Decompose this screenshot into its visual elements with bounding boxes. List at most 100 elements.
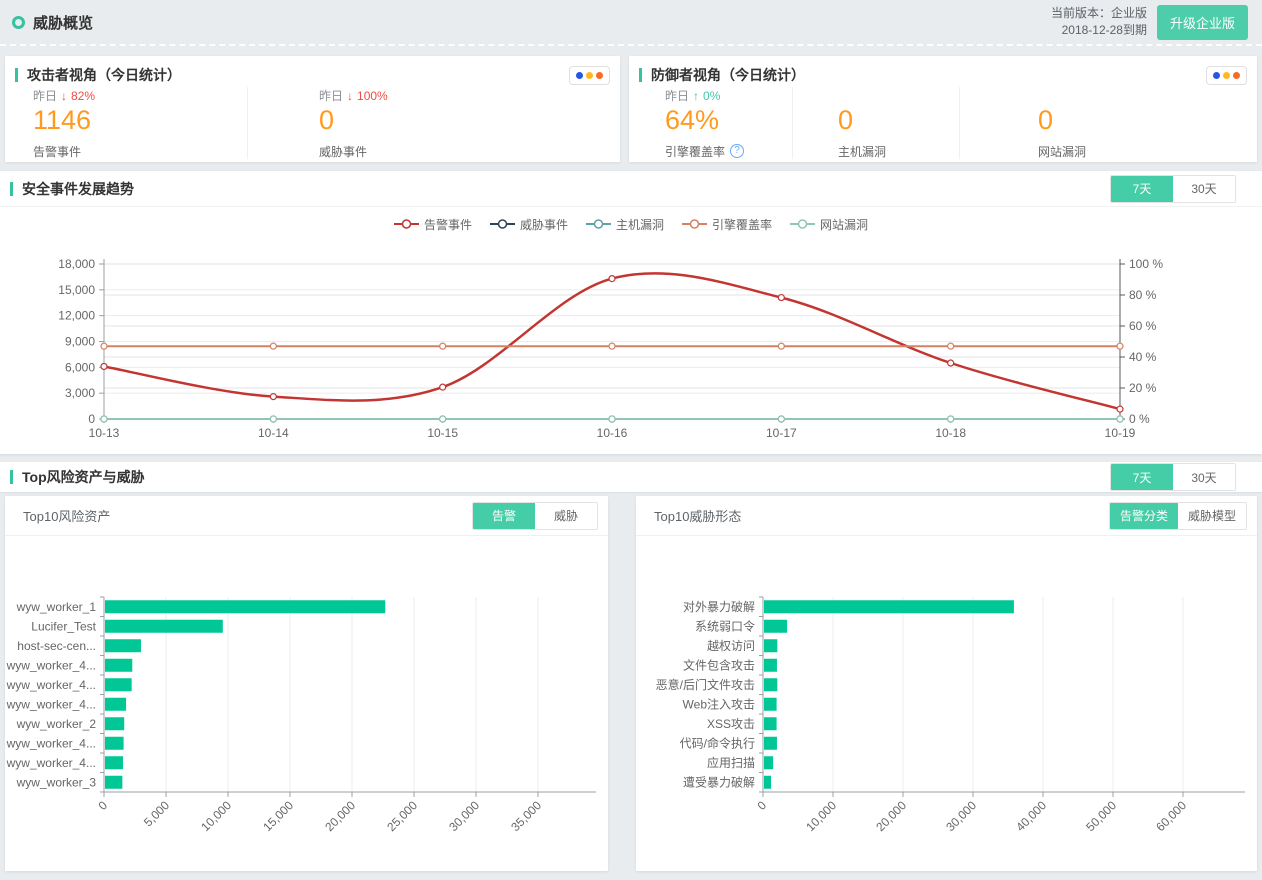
svg-text:6,000: 6,000 [65, 360, 95, 374]
trend-range-7d-button[interactable]: 7天 [1111, 176, 1173, 202]
card-options-button[interactable] [569, 66, 610, 85]
legend-item[interactable]: 威胁事件 [490, 216, 568, 233]
svg-text:文件包含攻击: 文件包含攻击 [683, 657, 755, 672]
svg-text:host-sec-cen...: host-sec-cen... [17, 639, 96, 653]
top-range-7d-button[interactable]: 7天 [1111, 464, 1173, 490]
svg-text:80 %: 80 % [1129, 288, 1157, 302]
svg-text:10-18: 10-18 [935, 426, 966, 440]
svg-text:18,000: 18,000 [58, 257, 95, 271]
top-panels-row: Top10风险资产 告警 威胁 05,00010,00015,00020,000… [5, 496, 1257, 871]
svg-text:wyw_worker_4...: wyw_worker_4... [6, 697, 96, 711]
defender-card-title: 防御者视角（今日统计） [651, 65, 805, 85]
assets-panel-toggle: 告警 威胁 [472, 502, 598, 530]
top-header: 威胁概览 当前版本：企业版 2018-12-28到期 升级企业版 [0, 0, 1262, 46]
svg-text:12,000: 12,000 [58, 309, 95, 323]
attacker-view-card: 攻击者视角（今日统计） 昨日 ↓ 82% 1146 告警事件 昨日 ↓ [5, 56, 620, 162]
stat-value: 0 [838, 106, 959, 136]
svg-text:0: 0 [754, 798, 769, 813]
legend-marker-icon [394, 219, 419, 229]
assets-alert-tab[interactable]: 告警 [473, 503, 535, 529]
stat-alert-events: 昨日 ↓ 82% 1146 告警事件 [5, 87, 247, 159]
legend-item[interactable]: 网站漏洞 [790, 216, 868, 233]
svg-text:10,000: 10,000 [803, 798, 839, 834]
stat-host-vulns: 0 主机漏洞 [792, 87, 959, 159]
compare-percent: 0% [703, 89, 720, 103]
svg-text:wyw_worker_4...: wyw_worker_4... [6, 736, 96, 750]
threats-panel-toggle: 告警分类 威胁模型 [1109, 502, 1247, 530]
top-risk-section-header: Top风险资产与威胁 7天 30天 [0, 462, 1262, 492]
svg-text:30,000: 30,000 [446, 798, 482, 834]
stat-site-vulns: 0 网站漏洞 [959, 87, 1257, 159]
svg-text:Lucifer_Test: Lucifer_Test [31, 619, 96, 633]
legend-label: 威胁事件 [520, 216, 568, 233]
trend-section-title: 安全事件发展趋势 [22, 179, 134, 199]
svg-text:10-17: 10-17 [766, 426, 797, 440]
legend-marker-icon [790, 219, 815, 229]
svg-text:越权访问: 越权访问 [707, 639, 755, 653]
legend-marker-icon [682, 219, 707, 229]
legend-item[interactable]: 告警事件 [394, 216, 472, 233]
legend-marker-icon [586, 219, 611, 229]
svg-text:35,000: 35,000 [508, 798, 544, 834]
help-icon[interactable]: ? [730, 144, 744, 158]
svg-text:遭受暴力破解: 遭受暴力破解 [683, 774, 755, 789]
svg-text:wyw_worker_4...: wyw_worker_4... [6, 756, 96, 770]
arrow-down-icon: ↓ [347, 89, 353, 103]
svg-text:30,000: 30,000 [943, 798, 979, 834]
legend-item[interactable]: 主机漏洞 [586, 216, 664, 233]
trend-range-toggle: 7天 30天 [1110, 175, 1236, 203]
svg-text:Web注入攻击: Web注入攻击 [683, 696, 755, 711]
legend-item[interactable]: 引擎覆盖率 [682, 216, 772, 233]
card-options-button[interactable] [1206, 66, 1247, 85]
version-expiry: 2018-12-28到期 [1051, 22, 1147, 39]
svg-text:20,000: 20,000 [873, 798, 909, 834]
top-range-30d-button[interactable]: 30天 [1173, 464, 1235, 490]
stat-threat-events: 昨日 ↓ 100% 0 威胁事件 [247, 87, 620, 159]
svg-text:10-15: 10-15 [427, 426, 458, 440]
stat-value: 0 [319, 106, 620, 136]
svg-text:60,000: 60,000 [1153, 798, 1189, 834]
stat-engine-coverage: 昨日 ↑ 0% 64% 引擎覆盖率 ? [629, 87, 792, 159]
overview-ring-icon [12, 16, 25, 29]
stat-label: 网站漏洞 [1038, 143, 1257, 160]
svg-text:10-16: 10-16 [597, 426, 628, 440]
top-risk-section-title: Top风险资产与威胁 [22, 467, 145, 487]
svg-text:25,000: 25,000 [384, 798, 420, 834]
dot-yellow-icon [1223, 72, 1230, 79]
svg-text:10-14: 10-14 [258, 426, 289, 440]
svg-text:应用扫描: 应用扫描 [707, 755, 755, 770]
threats-panel-title: Top10威胁形态 [654, 506, 741, 525]
upgrade-button[interactable]: 升级企业版 [1157, 5, 1248, 40]
stat-value: 1146 [33, 106, 247, 136]
trend-line-chart: 03,0006,0009,00012,00015,00018,0000 %20 … [0, 241, 1262, 446]
svg-text:20,000: 20,000 [322, 798, 358, 834]
top10-threats-bar-chart: 010,00020,00030,00040,00050,00060,000对外暴… [636, 536, 1257, 866]
top-range-toggle: 7天 30天 [1110, 463, 1236, 491]
dot-blue-icon [576, 72, 583, 79]
page-title: 威胁概览 [33, 12, 93, 33]
dot-yellow-icon [586, 72, 593, 79]
svg-text:20 %: 20 % [1129, 381, 1157, 395]
version-info: 当前版本：企业版 2018-12-28到期 [1051, 5, 1147, 40]
compare-label: 昨日 [319, 87, 343, 104]
threats-alert-class-tab[interactable]: 告警分类 [1110, 503, 1178, 529]
legend-label: 引擎覆盖率 [712, 216, 772, 233]
threats-model-tab[interactable]: 威胁模型 [1178, 503, 1246, 529]
svg-text:10-19: 10-19 [1105, 426, 1136, 440]
svg-text:15,000: 15,000 [58, 283, 95, 297]
compare-label: 昨日 [33, 87, 57, 104]
trend-chart-legend: 告警事件 威胁事件 主机漏洞 引擎覆盖率 网站漏洞 [0, 207, 1262, 241]
arrow-down-icon: ↓ [61, 89, 67, 103]
svg-text:60 %: 60 % [1129, 319, 1157, 333]
svg-text:wyw_worker_1: wyw_worker_1 [16, 600, 97, 614]
version-label: 当前版本：企业版 [1051, 5, 1147, 22]
stat-value: 0 [1038, 106, 1257, 136]
svg-text:5,000: 5,000 [141, 798, 172, 829]
svg-text:XSS攻击: XSS攻击 [707, 717, 755, 731]
accent-bar [639, 68, 642, 82]
legend-label: 告警事件 [424, 216, 472, 233]
svg-text:0: 0 [88, 412, 95, 426]
trend-range-30d-button[interactable]: 30天 [1173, 176, 1235, 202]
assets-threat-tab[interactable]: 威胁 [535, 503, 597, 529]
accent-bar [15, 68, 18, 82]
